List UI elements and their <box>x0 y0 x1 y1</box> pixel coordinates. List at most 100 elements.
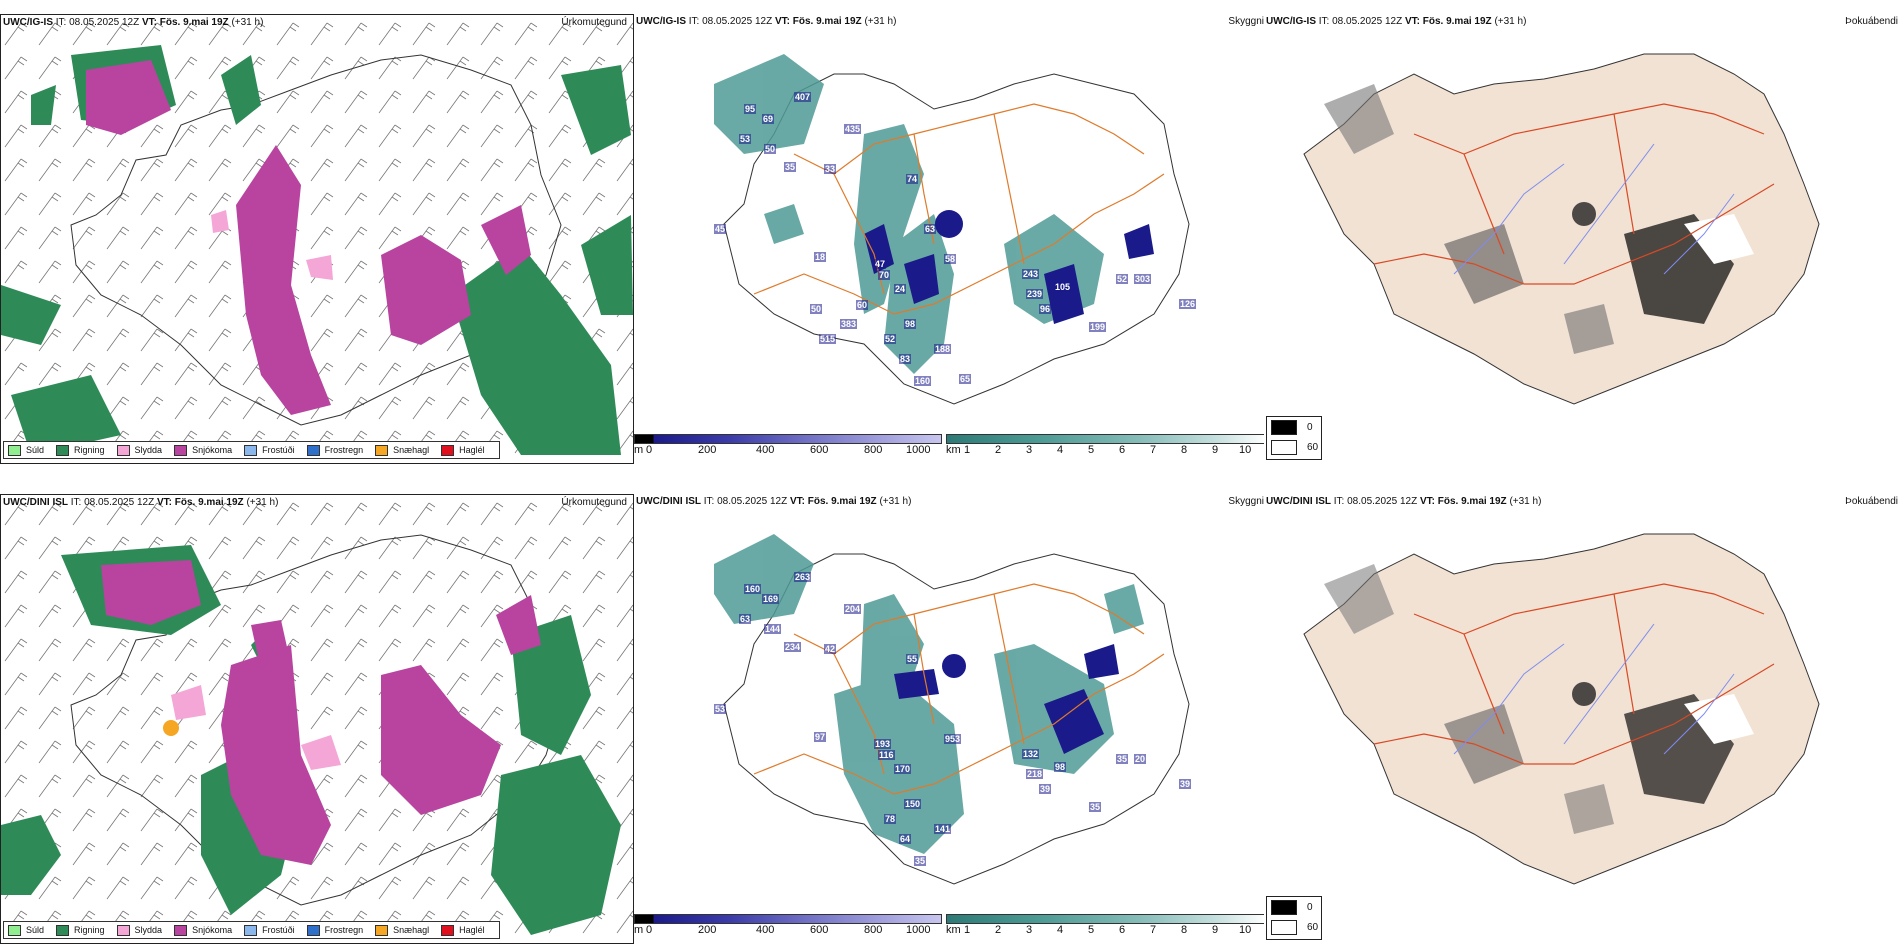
graupel-area <box>163 720 179 736</box>
roads <box>753 583 1165 795</box>
legend-label: Snjókoma <box>192 445 233 455</box>
legend-swatch <box>306 924 320 936</box>
roads <box>1373 103 1775 285</box>
ceiling-visibility-colorbars: m 0 200 400 600 800 1000 km 1 2 3 4 5 6 … <box>634 914 1266 944</box>
it-value: 08.05.2025 12Z <box>84 497 155 508</box>
fog-panel-label: Þokuábendi <box>1845 16 1898 27</box>
vt-label: VT: <box>156 497 172 508</box>
fog-map-row1 <box>1303 53 1820 405</box>
visibility-tick: 6 <box>1119 924 1126 936</box>
legend-item-snaehagl: Snæhagl <box>375 444 429 456</box>
legend-label: Rigning <box>74 445 105 455</box>
visibility-tick: 6 <box>1119 444 1126 456</box>
visibility-tick: 1 <box>964 444 971 456</box>
visibility-tick: 9 <box>1212 924 1219 936</box>
legend-item-snaehagl: Snæhagl <box>375 924 430 936</box>
legend-label: Frostúði <box>262 925 295 935</box>
precip-legend: Súld Rigning Slydda Snjókoma Frostúði Fr… <box>3 441 500 459</box>
visibility-tick: 5 <box>1088 444 1095 456</box>
fog-areas <box>1324 84 1754 354</box>
fog-swatch-white <box>1271 439 1297 455</box>
fog-legend-value: 0 <box>1307 421 1313 433</box>
legend-item-snjokoma: Snjókoma <box>174 924 232 936</box>
legend-swatch <box>375 924 389 936</box>
visibility-tick: 7 <box>1150 444 1157 456</box>
ceiling-tick: 600 <box>810 924 829 936</box>
ceiling-panel-row1: UWC/IG-IS IT: 08.05.2025 12Z VT: Fös. 9.… <box>634 14 1266 464</box>
fog-legend-row-0: 0 <box>1267 897 1321 917</box>
it-value: 08.05.2025 12Z <box>69 17 140 28</box>
legend-label: Haglél <box>459 925 485 935</box>
lead-time: (+31 h) <box>864 16 897 27</box>
panel-title: UWC/DINI ISL IT: 08.05.2025 12Z VT: Fös.… <box>1266 496 1541 507</box>
precip-legend: Súld Rigning Slydda Snjókoma Frostúði Fr… <box>3 921 500 939</box>
legend-item-slydda: Slydda <box>116 444 163 456</box>
ceiling-tick: 400 <box>756 924 775 936</box>
ceiling-tick: 800 <box>864 444 883 456</box>
iceland-outline <box>70 54 562 426</box>
ceiling-tick: 1000 <box>906 924 931 936</box>
legend-swatch <box>116 444 130 456</box>
vt-label: VT: <box>789 496 805 507</box>
legend-item-rigning: Rigning <box>56 444 105 456</box>
legend-label: Snæhagl <box>393 925 430 935</box>
fog-legend: 0 60 <box>1266 416 1322 460</box>
vt-label: VT: <box>1419 496 1435 507</box>
fog-legend-value: 0 <box>1307 901 1313 913</box>
snow-areas <box>86 60 531 415</box>
legend-label: Frostregn <box>324 445 364 455</box>
legend-label: Súld <box>26 925 45 935</box>
ceiling-tick: 0 <box>646 924 653 936</box>
legend-label: Rigning <box>74 925 105 935</box>
model-name: UWC/IG-IS <box>1266 16 1316 27</box>
visibility-tick: 8 <box>1181 444 1188 456</box>
panel-title: UWC/DINI ISL IT: 08.05.2025 12Z VT: Fös.… <box>636 496 911 507</box>
panel-title: UWC/IG-IS IT: 08.05.2025 12Z VT: Fös. 9.… <box>636 16 896 27</box>
it-label: IT: <box>703 496 715 507</box>
lead-time: (+31 h) <box>1509 496 1542 507</box>
legend-item-frostregn: Frostregn <box>306 444 364 456</box>
vt-value: Fös. 9.mai 19Z <box>1422 16 1492 27</box>
fog-map-row2 <box>1303 533 1820 885</box>
legend-label: Slydda <box>134 445 163 455</box>
visibility-tick: 10 <box>1239 444 1252 456</box>
vt-value: Fös. 9.mai 19Z <box>1437 496 1507 507</box>
fog-panel-label: Þokuábendi <box>1845 496 1898 507</box>
visibility-colorbar <box>946 914 1266 924</box>
sleet-areas <box>171 685 341 770</box>
visibility-tick: 2 <box>995 924 1002 936</box>
fog-swatch-black <box>1271 419 1297 435</box>
visibility-unit: km <box>946 444 961 456</box>
ceiling-colorbar <box>634 434 942 444</box>
legend-item-sudl: Súld <box>8 924 45 936</box>
model-name: UWC/DINI ISL <box>1266 496 1331 507</box>
precip-map-row2 <box>1 495 633 943</box>
legend-swatch <box>306 444 320 456</box>
legend-item-frostudi: Frostúði <box>244 924 295 936</box>
legend-swatch <box>441 924 455 936</box>
ceiling-areas <box>864 210 1154 324</box>
ceiling-unit: m <box>634 444 644 456</box>
vt-label: VT: <box>141 17 157 28</box>
fog-legend-row-60: 60 <box>1267 437 1321 457</box>
legend-item-haglel: Haglél <box>441 444 485 456</box>
legend-item-sudl: Súld <box>8 444 44 456</box>
ceiling-tick: 600 <box>810 444 829 456</box>
legend-swatch <box>8 924 21 936</box>
ceiling-tick: 1000 <box>906 444 931 456</box>
legend-label: Frostregn <box>324 925 364 935</box>
fog-panel-row2: UWC/DINI ISL IT: 08.05.2025 12Z VT: Fös.… <box>1264 494 1900 944</box>
rivers <box>1453 143 1735 275</box>
legend-swatch <box>174 924 188 936</box>
vt-value: Fös. 9.mai 19Z <box>174 497 244 508</box>
visibility-tick: 4 <box>1057 444 1064 456</box>
legend-item-frostudi: Frostúði <box>244 444 295 456</box>
legend-item-slydda: Slydda <box>116 924 162 936</box>
ceiling-unit: m <box>634 924 644 936</box>
lead-time: (+31 h) <box>879 496 912 507</box>
ceiling-map-row1 <box>714 54 1190 405</box>
it-label: IT: <box>688 16 700 27</box>
ceiling-tick: 200 <box>698 444 717 456</box>
sleet-areas <box>211 210 333 280</box>
fog-legend-value: 60 <box>1307 921 1319 933</box>
